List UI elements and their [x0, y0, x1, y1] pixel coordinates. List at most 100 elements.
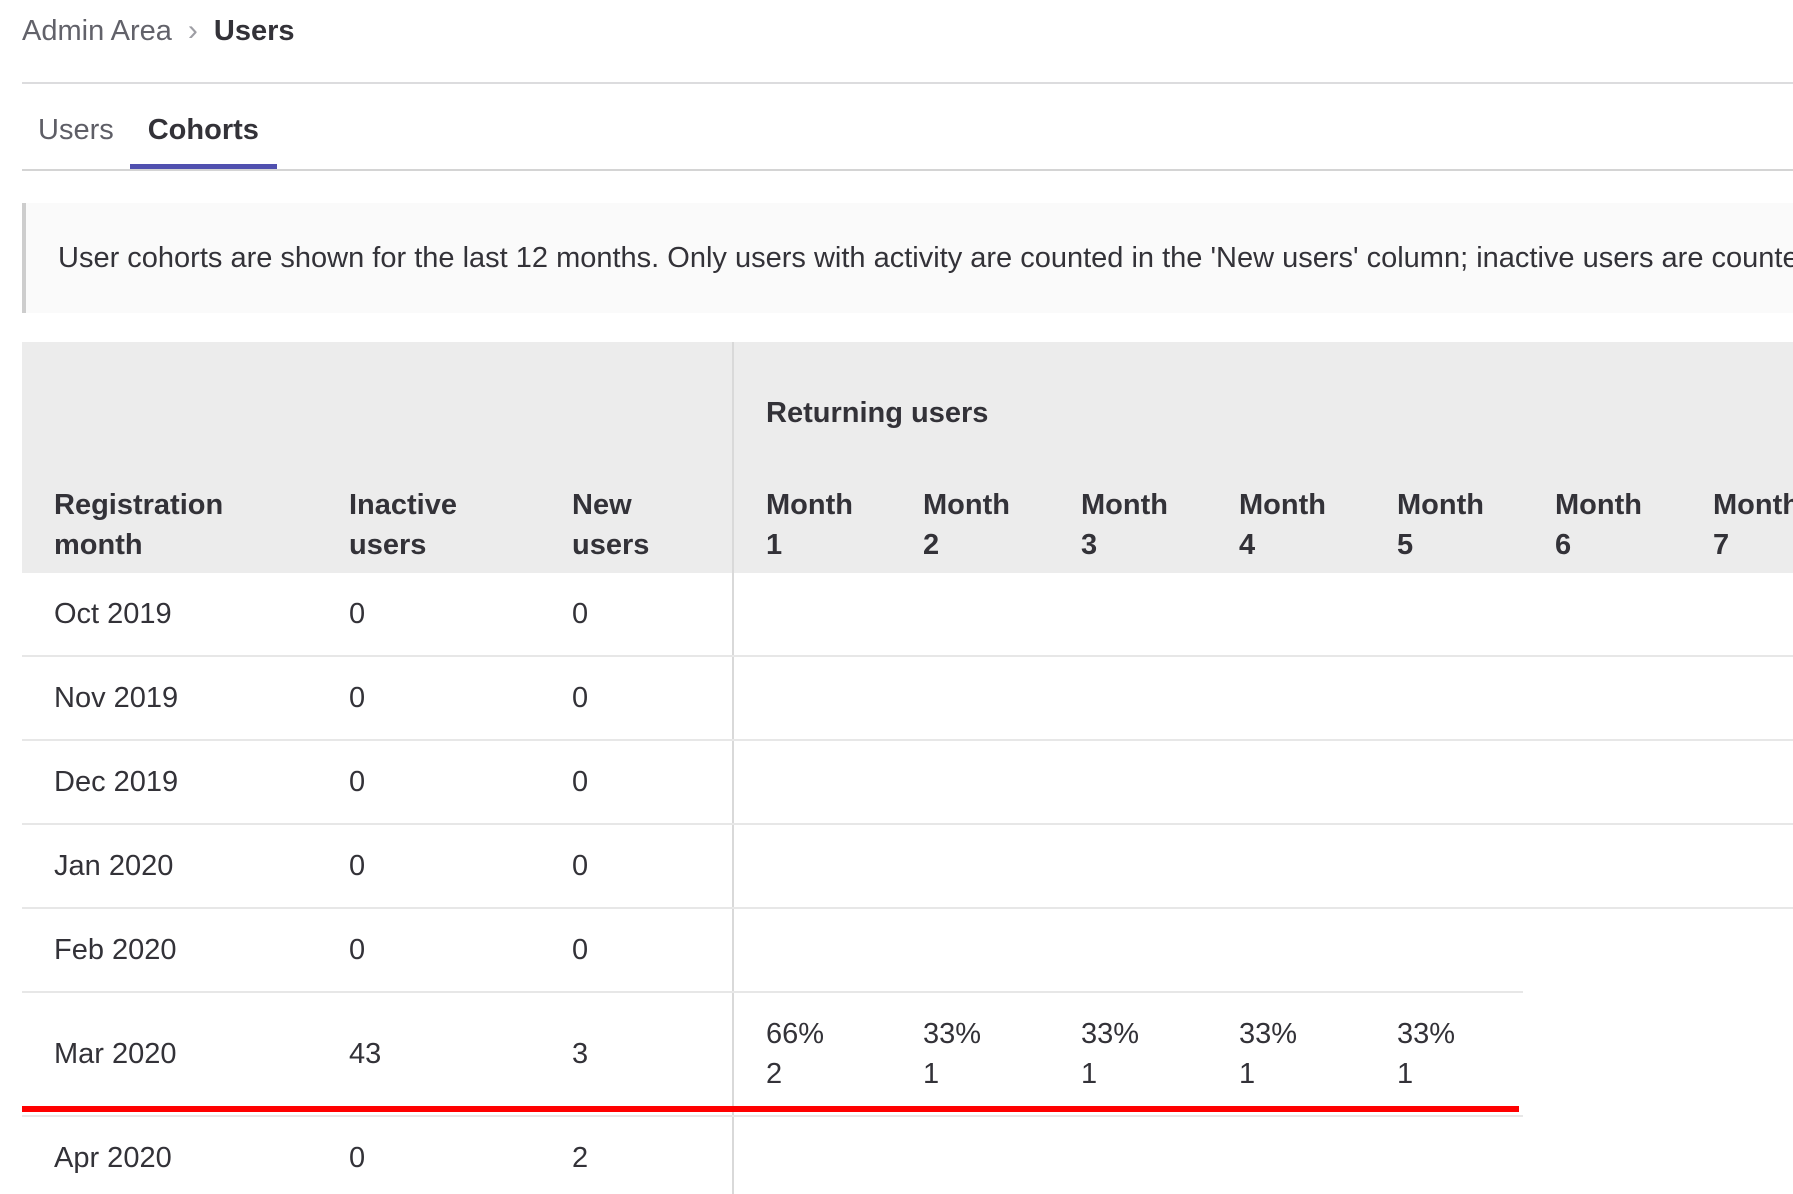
- column-header-month-7: Month 7: [1681, 457, 1793, 573]
- header-spacer: [22, 342, 733, 457]
- tab-bar: Users Cohorts: [22, 100, 1793, 171]
- cell-returning-month-4: [1207, 656, 1365, 741]
- tab-users[interactable]: Users: [38, 114, 114, 146]
- cell-inactive-users: 0: [317, 656, 540, 741]
- cell-returning-month-6: [1523, 740, 1681, 825]
- cell-registration-month: Mar 2020: [22, 992, 317, 1117]
- cell-returning-month-2: 33% 1: [891, 992, 1049, 1117]
- cell-returning-month-3: [1049, 573, 1207, 657]
- cell-returning-month-6: [1523, 824, 1681, 909]
- cell-returning-month-2: [891, 573, 1049, 657]
- cell-returning-month-5: 33% 1: [1365, 992, 1523, 1117]
- cell-returning-month-6: [1523, 573, 1681, 657]
- returning-percentage: 33%: [1081, 1018, 1140, 1050]
- column-header-month-2: Month 2: [891, 457, 1049, 573]
- cell-returning-month-4: [1207, 1116, 1365, 1194]
- cell-new-users: 0: [540, 824, 733, 909]
- cell-returning-month-2: [891, 824, 1049, 909]
- cell-new-users: 2: [540, 1116, 733, 1194]
- column-header-month-3: Month 3: [1049, 457, 1207, 573]
- column-header-inactive: Inactive users: [317, 457, 540, 573]
- cell-inactive-users: 0: [317, 573, 540, 657]
- breadcrumb-admin-area-link[interactable]: Admin Area: [22, 15, 172, 47]
- cell-returning-month-7: [1681, 573, 1793, 657]
- cell-registration-month: Feb 2020: [22, 908, 317, 993]
- cell-returning-month-1: [732, 1116, 891, 1194]
- breadcrumb: Admin Area › Users: [22, 11, 295, 51]
- cell-registration-month: Nov 2019: [22, 656, 317, 741]
- cell-returning-month-5: [1365, 740, 1523, 825]
- cell-returning-month-2: [891, 908, 1049, 993]
- column-header-month-4: Month 4: [1207, 457, 1365, 573]
- cell-new-users: 0: [540, 908, 733, 993]
- cohort-row: Nov 2019 0 0: [22, 656, 1793, 741]
- cell-returning-month-5: [1365, 908, 1523, 993]
- cell-returning-month-2: [891, 1116, 1049, 1194]
- returning-count: 1: [1081, 1058, 1098, 1090]
- cell-returning-month-4: [1207, 824, 1365, 909]
- tab-cohorts[interactable]: Cohorts: [129, 100, 277, 169]
- cell-returning-month-1: [732, 824, 891, 909]
- returning-percentage: 33%: [923, 1018, 982, 1050]
- column-header-month-5: Month 5: [1365, 457, 1523, 573]
- cohort-row: Dec 2019 0 0: [22, 740, 1793, 825]
- cell-returning-month-3: [1049, 740, 1207, 825]
- cohort-row: Mar 2020 43 3 66% 2 33% 1 33% 1 33% 1 33% 1: [22, 992, 1793, 1117]
- cell-registration-month: Dec 2019: [22, 740, 317, 825]
- returning-count: 1: [1397, 1058, 1414, 1090]
- cohorts-table-container: Returning users Registration month Inactiv…: [22, 342, 1793, 1194]
- cell-inactive-users: 0: [317, 908, 540, 993]
- cell-returning-month-5: [1365, 656, 1523, 741]
- cell-returning-month-3: 33% 1: [1049, 992, 1207, 1117]
- cell-returning-month-7: [1681, 656, 1793, 741]
- returning-count: 1: [1239, 1058, 1256, 1090]
- cell-returning-month-5: [1365, 573, 1523, 657]
- cell-returning-month-3: [1049, 824, 1207, 909]
- returning-percentage: 33%: [1397, 1018, 1456, 1050]
- cell-returning-month-4: [1207, 740, 1365, 825]
- cell-returning-month-3: [1049, 908, 1207, 993]
- cohorts-info-banner: User cohorts are shown for the last 12 m…: [22, 203, 1793, 313]
- cell-new-users: 3: [540, 992, 733, 1117]
- cell-returning-month-4: [1207, 908, 1365, 993]
- cell-returning-month-4: [1207, 573, 1365, 657]
- cell-returning-month-7: [1681, 824, 1793, 909]
- cell-returning-month-2: [891, 740, 1049, 825]
- column-header-month-1: Month 1: [732, 457, 891, 573]
- returning-percentage: 66%: [766, 1018, 825, 1050]
- cell-new-users: 0: [540, 656, 733, 741]
- cell-returning-month-3: [1049, 656, 1207, 741]
- cohort-row: Oct 2019 0 0: [22, 573, 1793, 657]
- cohort-row: Jan 2020 0 0: [22, 824, 1793, 909]
- column-header-registration: Registration month: [22, 457, 317, 573]
- cell-returning-month-1: [732, 656, 891, 741]
- returning-count: 2: [766, 1058, 783, 1090]
- cell-returning-month-5: [1365, 824, 1523, 909]
- cell-inactive-users: 43: [317, 992, 540, 1117]
- returning-percentage: 33%: [1239, 1018, 1298, 1050]
- cohorts-table: Returning users Registration month Inactiv…: [22, 342, 1793, 1194]
- breadcrumb-current-users: Users: [213, 15, 295, 47]
- cell-inactive-users: 0: [317, 1116, 540, 1194]
- column-header-month-6: Month 6: [1523, 457, 1681, 573]
- cell-returning-month-1: 66% 2: [732, 992, 891, 1117]
- cell-returning-month-4: 33% 1: [1207, 992, 1365, 1117]
- red-annotation-line: [22, 1106, 1519, 1112]
- returning-count: 1: [923, 1058, 940, 1090]
- cell-returning-month-1: [732, 740, 891, 825]
- cell-inactive-users: 0: [317, 740, 540, 825]
- cohorts-info-text: User cohorts are shown for the last 12 m…: [58, 241, 1793, 274]
- breadcrumb-divider: [22, 82, 1793, 84]
- cell-inactive-users: 0: [317, 824, 540, 909]
- cell-returning-month-2: [891, 656, 1049, 741]
- cell-registration-month: Jan 2020: [22, 824, 317, 909]
- cell-registration-month: Oct 2019: [22, 573, 317, 657]
- cell-registration-month: Apr 2020: [22, 1116, 317, 1194]
- cell-returning-month-6: [1523, 656, 1681, 741]
- returning-users-group-header: Returning users: [732, 342, 1793, 457]
- cell-returning-month-1: [732, 908, 891, 993]
- cell-returning-month-3: [1049, 1116, 1207, 1194]
- cell-new-users: 0: [540, 740, 733, 825]
- cell-returning-month-7: [1681, 740, 1793, 825]
